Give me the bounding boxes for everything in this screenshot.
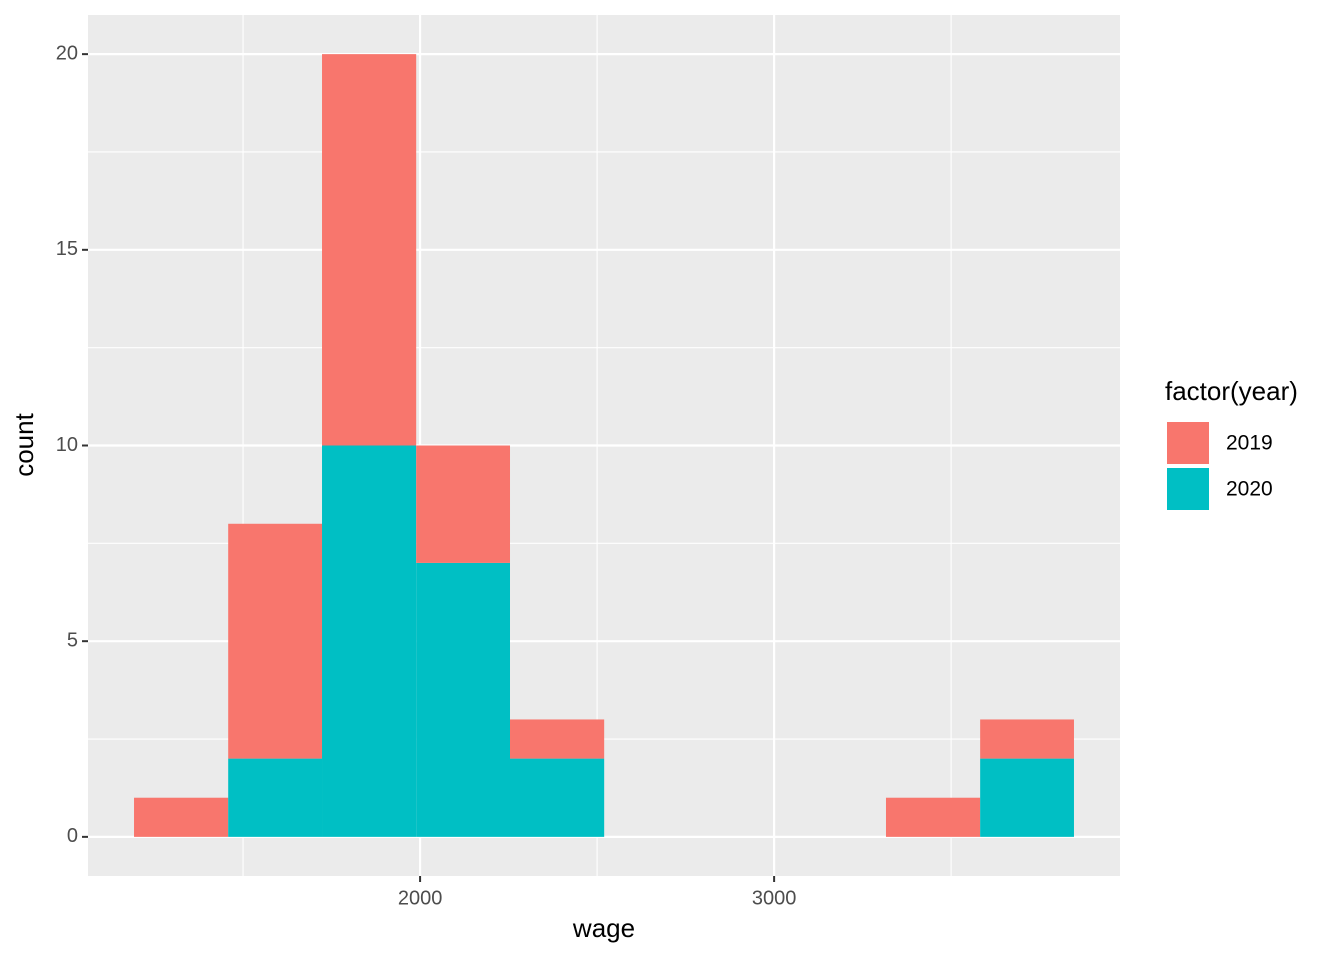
- bar: [416, 445, 511, 563]
- legend-key: [1167, 468, 1209, 510]
- y-tick-label: 5: [67, 629, 78, 651]
- bar: [510, 758, 605, 837]
- bar: [510, 719, 605, 759]
- bar: [134, 797, 229, 837]
- bar: [322, 445, 417, 837]
- x-axis-label: wage: [572, 913, 635, 943]
- bar: [885, 797, 981, 837]
- bar: [228, 523, 323, 759]
- y-tick-label: 15: [56, 238, 78, 260]
- legend-label: 2019: [1226, 432, 1273, 455]
- bars: [134, 54, 1074, 837]
- y-tick-label: 0: [67, 825, 78, 847]
- bar: [228, 758, 323, 837]
- bar: [980, 719, 1074, 759]
- y-axis-label: count: [9, 412, 39, 476]
- x-tick-label: 2000: [398, 887, 443, 909]
- legend-title: factor(year): [1165, 376, 1298, 406]
- bar: [980, 758, 1074, 837]
- y-tick-label: 20: [56, 42, 78, 64]
- legend-label: 2020: [1226, 478, 1273, 501]
- x-tick-label: 3000: [752, 887, 797, 909]
- legend-key: [1167, 422, 1209, 464]
- bar: [322, 54, 417, 446]
- bar: [416, 562, 511, 837]
- y-tick-label: 10: [56, 434, 78, 456]
